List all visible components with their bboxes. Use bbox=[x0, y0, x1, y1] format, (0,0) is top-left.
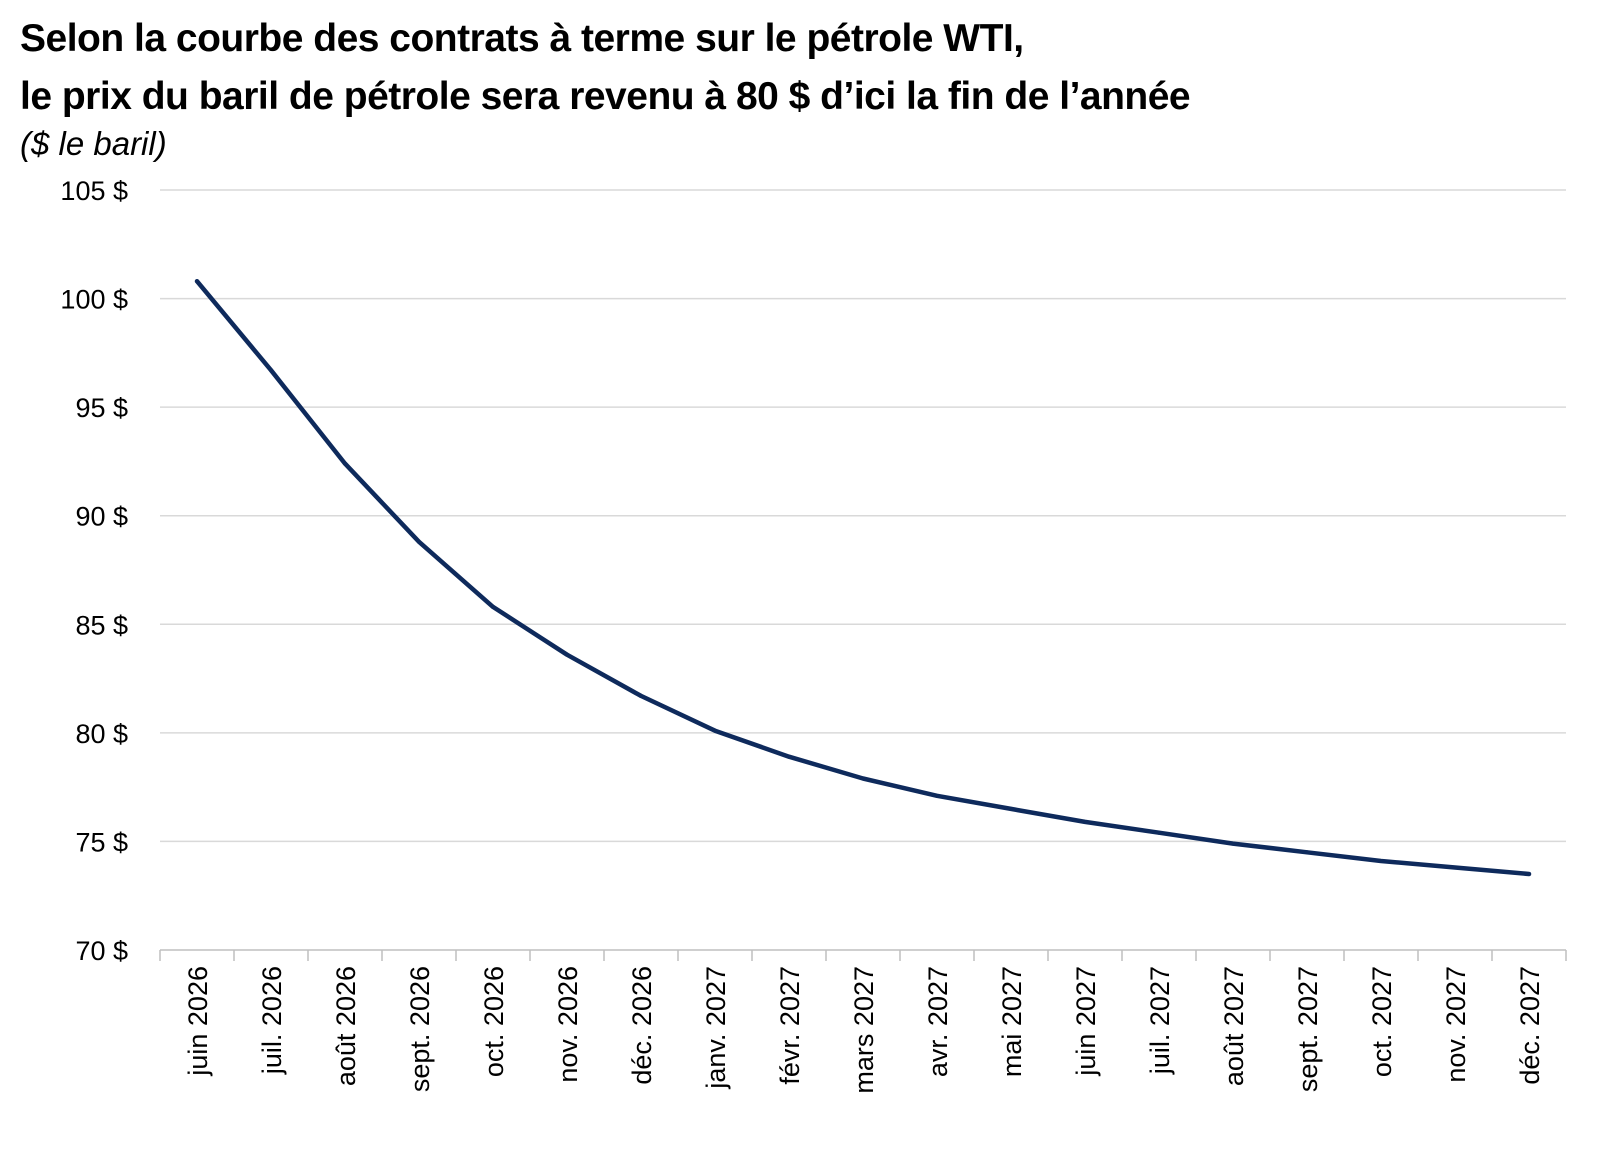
x-tick-label: juil. 2026 bbox=[257, 966, 287, 1075]
x-tick-label: déc. 2026 bbox=[627, 966, 657, 1085]
y-tick-label: 105 $ bbox=[60, 176, 128, 206]
x-tick-label: juil. 2027 bbox=[1145, 966, 1175, 1075]
x-tick-label: oct. 2026 bbox=[479, 966, 509, 1077]
chart-subtitle: ($ le baril) bbox=[20, 125, 167, 162]
chart-title-line-1: Selon la courbe des contrats à terme sur… bbox=[20, 17, 1024, 60]
data-point bbox=[491, 604, 495, 609]
y-tick-label: 90 $ bbox=[75, 502, 128, 532]
x-tick-label: août 2026 bbox=[331, 966, 361, 1086]
x-tick-label: nov. 2027 bbox=[1441, 966, 1471, 1083]
data-point bbox=[1009, 806, 1013, 811]
x-tick-label: déc. 2027 bbox=[1515, 966, 1545, 1085]
x-tick-label: sept. 2026 bbox=[405, 966, 435, 1092]
data-point bbox=[1305, 850, 1309, 855]
y-tick-label: 75 $ bbox=[75, 827, 128, 857]
data-point bbox=[565, 652, 569, 657]
y-tick-label: 95 $ bbox=[75, 393, 128, 423]
x-tick-label: sept. 2027 bbox=[1293, 966, 1323, 1092]
x-tick-label: juin 2026 bbox=[183, 966, 213, 1077]
data-point bbox=[1453, 865, 1457, 870]
data-point bbox=[861, 776, 865, 781]
x-axis: juin 2026 juil. 2026 août 2026 sept. 2026 oc… bbox=[159, 949, 1567, 1094]
x-tick-label: janv. 2027 bbox=[701, 966, 731, 1090]
y-tick-label: 85 $ bbox=[75, 610, 128, 640]
x-tick-label: mars 2027 bbox=[849, 966, 879, 1094]
data-point bbox=[713, 728, 717, 733]
data-point bbox=[1527, 872, 1531, 876]
chart-title: Selon la courbe des contrats à terme sur… bbox=[20, 10, 1191, 126]
y-tick-label: 70 $ bbox=[75, 936, 128, 966]
data-point bbox=[639, 693, 643, 698]
y-tick-label: 100 $ bbox=[60, 285, 128, 315]
x-tick-label: avr. 2027 bbox=[923, 966, 953, 1077]
x-tick-label: févr. 2027 bbox=[775, 966, 805, 1085]
x-tick-label: juin 2027 bbox=[1071, 966, 1101, 1077]
data-point bbox=[787, 754, 791, 759]
series-line bbox=[194, 278, 1532, 877]
x-tick-label: oct. 2027 bbox=[1367, 966, 1397, 1077]
data-point bbox=[195, 279, 199, 284]
data-point bbox=[1231, 841, 1235, 846]
x-tick-label: mai 2027 bbox=[997, 966, 1027, 1077]
x-tick-label: nov. 2026 bbox=[553, 966, 583, 1083]
data-point bbox=[935, 793, 939, 798]
gridlines bbox=[160, 189, 1566, 843]
data-point bbox=[269, 368, 273, 373]
chart-title-line-2: le prix du baril de pétrole sera revenu … bbox=[20, 75, 1191, 118]
y-axis: 105 $ 100 $ 95 $ 90 $ 85 $ 80 $ 75 $ 70 $ bbox=[60, 176, 128, 966]
y-tick-label: 80 $ bbox=[75, 719, 128, 749]
data-point bbox=[1379, 858, 1383, 863]
x-tick-label: août 2027 bbox=[1219, 966, 1249, 1086]
series-group bbox=[194, 278, 1532, 877]
data-point bbox=[1157, 830, 1161, 835]
data-point bbox=[1083, 819, 1087, 824]
data-point bbox=[343, 461, 347, 466]
data-point bbox=[417, 539, 421, 544]
